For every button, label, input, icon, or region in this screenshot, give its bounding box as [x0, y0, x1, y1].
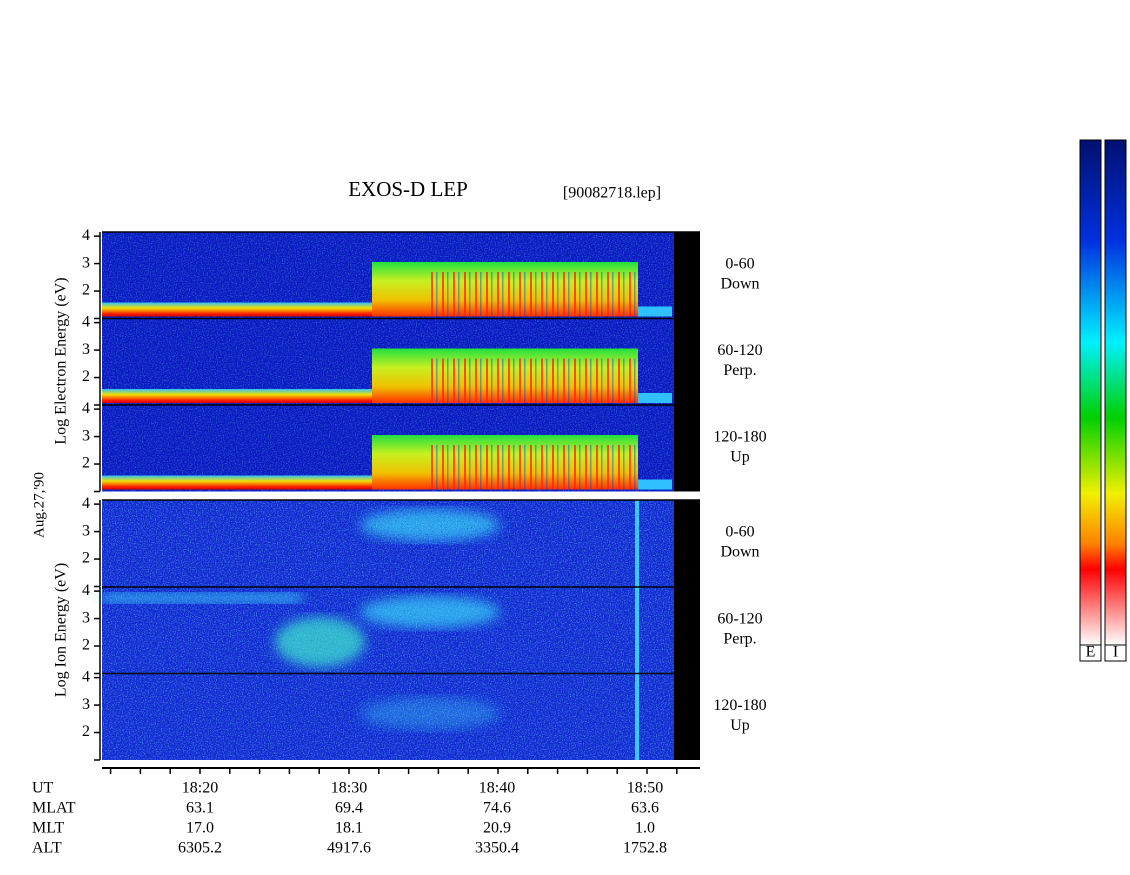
row-value: 4917.6	[327, 840, 371, 857]
color-bar	[1079, 139, 1102, 646]
row-value: 20.9	[483, 820, 511, 837]
color-bar-label: I	[1113, 644, 1118, 661]
y-tick-label: 4	[82, 313, 90, 330]
row-label: MLT	[32, 820, 65, 837]
pitch-angle: 60-120	[717, 342, 762, 359]
no-data	[674, 673, 700, 760]
row-value: 17.0	[186, 820, 214, 837]
no-data	[674, 587, 700, 674]
row-label: MLAT	[32, 800, 76, 817]
plasma-edge	[638, 393, 672, 403]
plasma-edge	[638, 479, 672, 490]
plasma-stripes	[430, 358, 638, 403]
color-bar-label: E	[1086, 644, 1096, 661]
color-bar-box	[1079, 644, 1102, 662]
y-tick-label: 4	[82, 582, 90, 599]
direction: Perp.	[723, 362, 756, 379]
low-energy-band	[102, 302, 375, 317]
pitch-angle: 0-60	[725, 524, 754, 541]
pitch-angle: 60-120	[717, 611, 762, 628]
row-label: UT	[32, 780, 54, 797]
row-value: 69.4	[335, 800, 363, 817]
low-energy-band	[102, 389, 375, 403]
row-value: 74.6	[483, 800, 511, 817]
direction: Up	[730, 449, 750, 466]
y-axis-label: Log Electron Energy (eV)	[53, 277, 70, 444]
direction: Down	[720, 544, 759, 561]
pitch-angle: 120-180	[713, 429, 766, 446]
no-data	[674, 405, 700, 492]
y-tick-label: 4	[82, 495, 90, 512]
row-label: ALT	[32, 840, 62, 857]
y-tick-label: 2	[82, 368, 90, 385]
row-value: 18:20	[182, 780, 218, 797]
y-tick-label: 2	[82, 282, 90, 299]
y-tick-label: 3	[82, 427, 90, 444]
no-data	[674, 318, 700, 405]
plasma-stripes	[430, 272, 638, 317]
color-bar	[1104, 139, 1127, 646]
y-tick-label: 3	[82, 522, 90, 539]
direction: Down	[720, 276, 759, 293]
file-name: [90082718.lep]	[563, 185, 661, 202]
no-data	[674, 232, 700, 319]
no-data	[674, 500, 700, 587]
title: EXOS-D LEP	[348, 177, 468, 201]
row-value: 1.0	[635, 820, 655, 837]
y-tick-label: 3	[82, 696, 90, 713]
spectrogram-dots	[102, 500, 674, 587]
y-tick-label: 2	[82, 723, 90, 740]
plasma-stripes	[430, 445, 638, 490]
pitch-angle: 120-180	[713, 697, 766, 714]
row-value: 18:50	[627, 780, 663, 797]
plasma-edge	[638, 306, 672, 317]
color-bar-box	[1104, 644, 1127, 662]
y-tick-label: 4	[82, 227, 90, 244]
row-value: 18.1	[335, 820, 363, 837]
y-tick-label: 4	[82, 668, 90, 685]
y-axis-label: Log Ion Energy (eV)	[53, 563, 70, 697]
y-tick-label: 4	[82, 400, 90, 417]
direction: Up	[730, 717, 750, 734]
spectrogram-dots	[102, 673, 674, 760]
row-value: 1752.8	[623, 840, 667, 857]
row-value: 63.6	[631, 800, 659, 817]
row-value: 63.1	[186, 800, 214, 817]
row-value: 18:30	[331, 780, 367, 797]
row-value: 18:40	[479, 780, 515, 797]
y-tick-label: 3	[82, 341, 90, 358]
date-label: Aug.27,'90	[31, 472, 47, 538]
pitch-angle: 0-60	[725, 256, 754, 273]
y-tick-label: 2	[82, 637, 90, 654]
row-value: 6305.2	[178, 840, 222, 857]
row-value: 3350.4	[475, 840, 519, 857]
spectrogram-dots	[102, 587, 674, 674]
y-tick-label: 2	[82, 455, 90, 472]
y-tick-label: 3	[82, 609, 90, 626]
low-energy-band	[102, 475, 375, 490]
y-tick-label: 2	[82, 550, 90, 567]
y-tick-label: 3	[82, 254, 90, 271]
direction: Perp.	[723, 631, 756, 648]
